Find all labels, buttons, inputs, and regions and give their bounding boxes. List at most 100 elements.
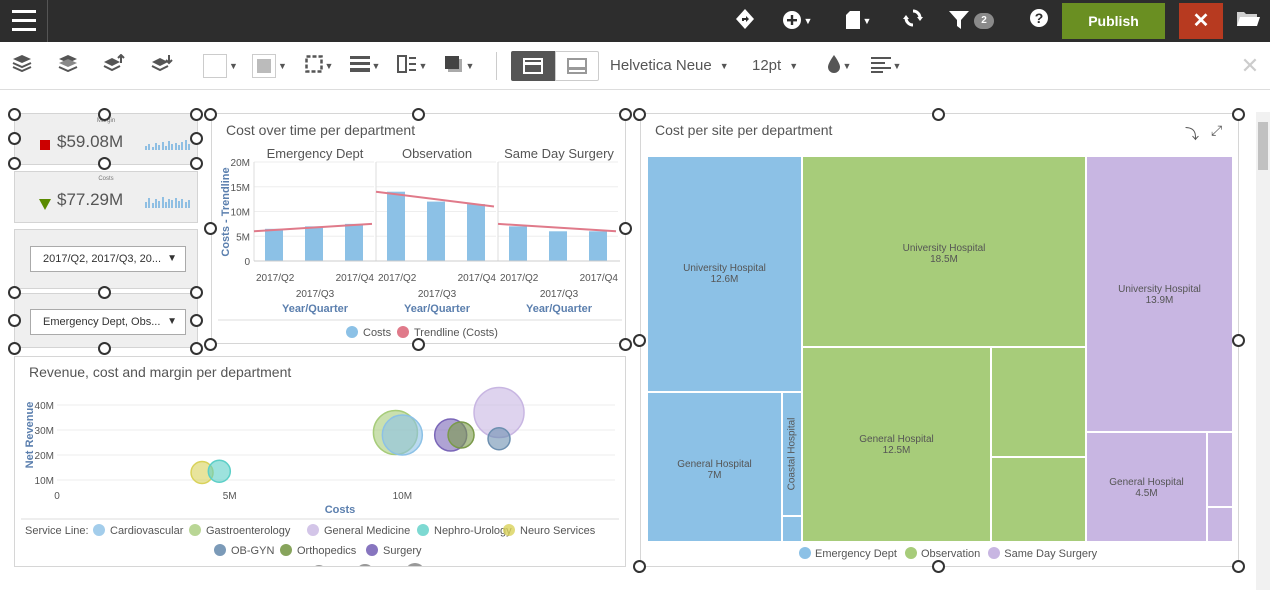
- resize-handle[interactable]: [8, 286, 21, 299]
- resize-handle[interactable]: [190, 314, 203, 327]
- text-align-icon[interactable]: ▼: [868, 54, 904, 78]
- resize-handle[interactable]: [8, 314, 21, 327]
- fill-color-picker[interactable]: ▼: [203, 54, 241, 79]
- resize-handle[interactable]: [412, 108, 425, 121]
- treemap-cell[interactable]: [991, 457, 1086, 542]
- font-family-dropdown[interactable]: Helvetica Neue ▼: [610, 57, 729, 74]
- bar[interactable]: [589, 231, 607, 261]
- treemap-cell[interactable]: University Hospital 18.5M: [802, 156, 1086, 347]
- resize-handle[interactable]: [8, 342, 21, 355]
- cost-over-time-panel[interactable]: Cost over time per department 20M 15M 10M 5…: [211, 113, 626, 344]
- resize-handle[interactable]: [98, 286, 111, 299]
- resize-handle[interactable]: [190, 342, 203, 355]
- close-edit-button[interactable]: ✕: [1179, 3, 1223, 39]
- filter-icon[interactable]: 2: [948, 8, 1002, 32]
- font-size-dropdown[interactable]: 12pt ▼: [752, 57, 799, 74]
- bar[interactable]: [305, 226, 323, 261]
- resize-handle[interactable]: [619, 108, 632, 121]
- resize-handle[interactable]: [8, 108, 21, 121]
- menu-icon[interactable]: [0, 0, 48, 42]
- filter-count-badge: 2: [974, 13, 994, 30]
- page-icon[interactable]: ▼: [842, 8, 874, 32]
- bubble[interactable]: [447, 421, 475, 449]
- resize-handle[interactable]: [98, 157, 111, 170]
- treemap-cell[interactable]: General Hospital 12.5M: [802, 347, 991, 542]
- send-to-back-icon[interactable]: [150, 54, 174, 78]
- treemap-cell[interactable]: [1207, 432, 1233, 507]
- revenue-cost-margin-panel[interactable]: Revenue, cost and margin per department …: [14, 356, 626, 567]
- resize-handle[interactable]: [98, 342, 111, 355]
- font-color-icon[interactable]: ▼: [822, 54, 856, 78]
- kpi-margin[interactable]: Margin $59.08M: [14, 113, 198, 165]
- resize-handle[interactable]: [932, 560, 945, 573]
- navigate-icon[interactable]: [734, 8, 756, 32]
- scrollbar-thumb[interactable]: [1258, 122, 1268, 170]
- resize-handle[interactable]: [190, 157, 203, 170]
- legend-label: OB-GYN: [231, 545, 274, 557]
- bubble[interactable]: [381, 414, 424, 456]
- padding-icon[interactable]: ▼: [395, 54, 429, 78]
- department-filter-dropdown[interactable]: Emergency Dept, Obs... ▼: [30, 309, 186, 335]
- border-style-icon[interactable]: ▼: [302, 54, 336, 78]
- vertical-scrollbar[interactable]: [1256, 112, 1270, 590]
- bubble[interactable]: [487, 427, 511, 451]
- drill-down-icon[interactable]: ⤵: [1185, 126, 1199, 142]
- resize-handle[interactable]: [619, 338, 632, 351]
- resize-handle[interactable]: [8, 157, 21, 170]
- resize-handle[interactable]: [633, 334, 646, 347]
- bar[interactable]: [387, 191, 405, 261]
- treemap-cell[interactable]: University Hospital 13.9M: [1086, 156, 1233, 432]
- bar[interactable]: [509, 226, 527, 261]
- resize-handle[interactable]: [1232, 560, 1245, 573]
- bar[interactable]: [345, 223, 363, 261]
- treemap-cell[interactable]: General Hospital 7M: [647, 392, 782, 542]
- resize-handle[interactable]: [619, 222, 632, 235]
- cost-per-site-panel[interactable]: Cost per site per department ⤵ ⤢ Univers…: [640, 113, 1239, 567]
- shadow-icon[interactable]: ▼: [442, 54, 476, 78]
- bring-to-front-icon[interactable]: [102, 53, 126, 78]
- sparkline-bar: [174, 143, 177, 150]
- resize-handle[interactable]: [204, 338, 217, 351]
- quarter-filter-dropdown[interactable]: 2017/Q2, 2017/Q3, 20... ▼: [30, 246, 186, 272]
- resize-handle[interactable]: [204, 108, 217, 121]
- sparkline-bar: [154, 199, 157, 208]
- legend-label: Emergency Dept: [815, 548, 897, 560]
- resize-handle[interactable]: [932, 108, 945, 121]
- resize-handle[interactable]: [1232, 334, 1245, 347]
- title-visible-toggle[interactable]: [511, 51, 555, 81]
- border-width-icon[interactable]: ▼: [348, 54, 382, 78]
- resize-handle[interactable]: [1232, 108, 1245, 121]
- treemap-cell[interactable]: Coastal Hospital: [782, 392, 802, 516]
- layer-stack-icon[interactable]: [10, 54, 34, 78]
- folder-icon[interactable]: [1235, 8, 1261, 32]
- resize-handle[interactable]: [204, 222, 217, 235]
- publish-button[interactable]: Publish: [1062, 3, 1165, 39]
- kpi-costs[interactable]: Costs $77.29M: [14, 171, 198, 223]
- bring-forward-icon[interactable]: [56, 54, 80, 78]
- treemap-cell[interactable]: [991, 347, 1086, 457]
- add-icon[interactable]: ▼: [780, 8, 814, 32]
- resize-handle[interactable]: [98, 108, 111, 121]
- resize-handle[interactable]: [412, 338, 425, 351]
- refresh-icon[interactable]: [902, 8, 924, 32]
- treemap-cell[interactable]: General Hospital 4.5M: [1086, 432, 1207, 542]
- bubble[interactable]: [207, 459, 232, 483]
- expand-icon[interactable]: ⤢: [1211, 122, 1223, 138]
- help-icon[interactable]: ?: [1028, 8, 1050, 32]
- treemap-cell[interactable]: University Hospital 12.6M: [647, 156, 802, 392]
- resize-handle[interactable]: [190, 286, 203, 299]
- border-color-picker[interactable]: ▼: [252, 54, 290, 79]
- resize-handle[interactable]: [190, 132, 203, 145]
- treemap-cell[interactable]: [1207, 507, 1233, 542]
- resize-handle[interactable]: [633, 108, 646, 121]
- treemap-cell[interactable]: [782, 516, 802, 542]
- bar[interactable]: [265, 228, 283, 261]
- resize-handle[interactable]: [190, 108, 203, 121]
- bar[interactable]: [467, 204, 485, 261]
- title-hidden-toggle[interactable]: [555, 51, 599, 81]
- close-toolbar-icon[interactable]: ✕: [1240, 53, 1260, 78]
- resize-handle[interactable]: [8, 132, 21, 145]
- bar[interactable]: [427, 201, 445, 261]
- resize-handle[interactable]: [633, 560, 646, 573]
- bar[interactable]: [549, 231, 567, 261]
